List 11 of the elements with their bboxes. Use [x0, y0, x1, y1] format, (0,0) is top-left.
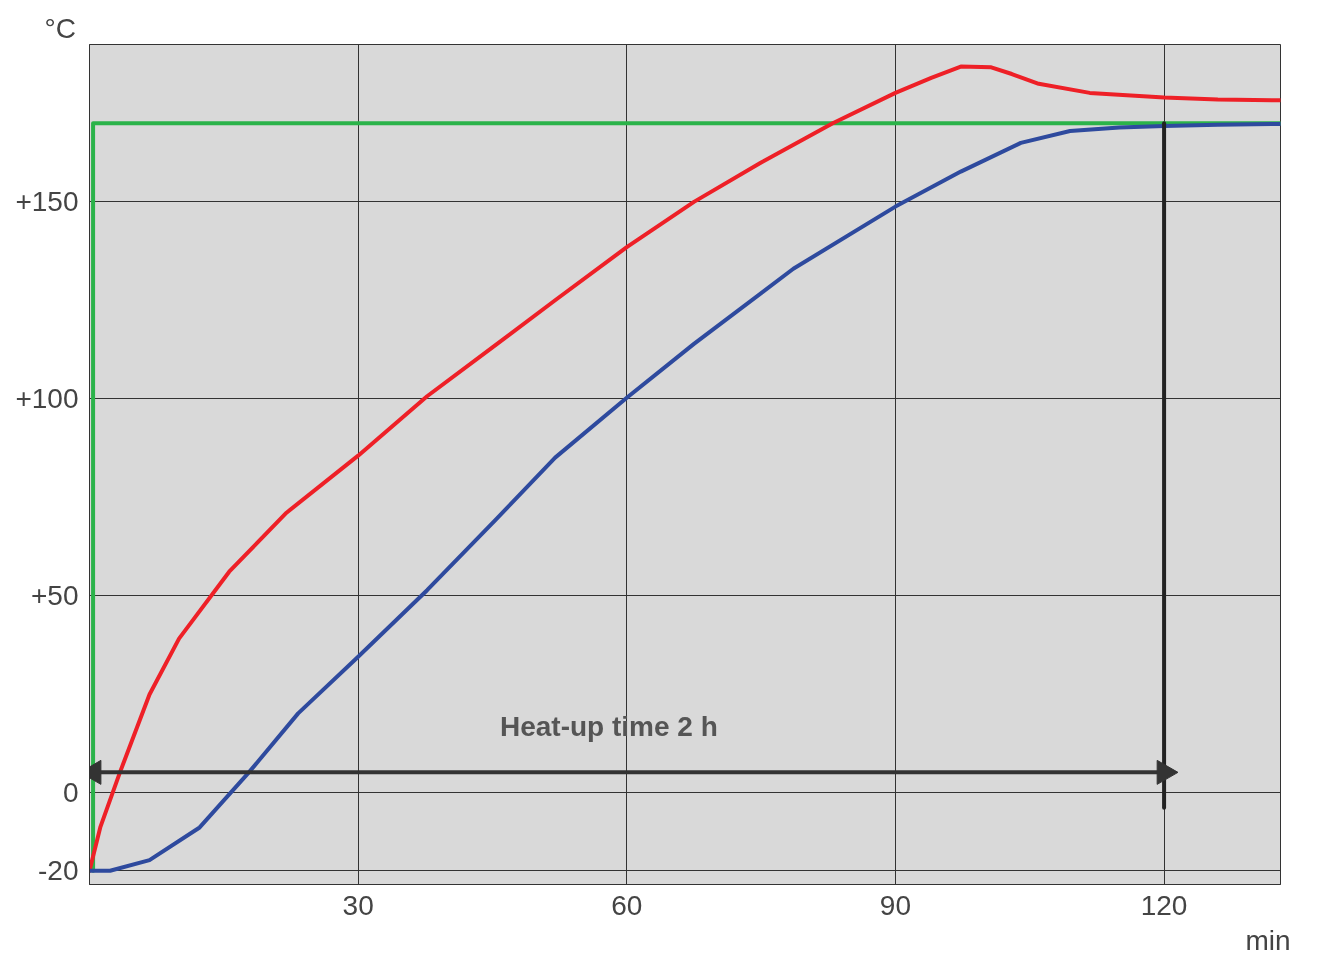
x-axis-title: min [1245, 924, 1291, 956]
y-tick-label: -20 [38, 855, 79, 887]
y-tick-label: +50 [31, 579, 79, 611]
x-tick-label: 120 [1140, 889, 1188, 921]
y-tick-label: +100 [15, 383, 79, 415]
x-tick-label: 30 [342, 889, 374, 921]
y-tick-label: 0 [62, 776, 79, 808]
x-tick-label: 60 [611, 889, 643, 921]
x-tick-label: 90 [879, 889, 912, 921]
y-axis-title: °C [44, 12, 76, 44]
y-tick-label: +150 [15, 186, 79, 218]
